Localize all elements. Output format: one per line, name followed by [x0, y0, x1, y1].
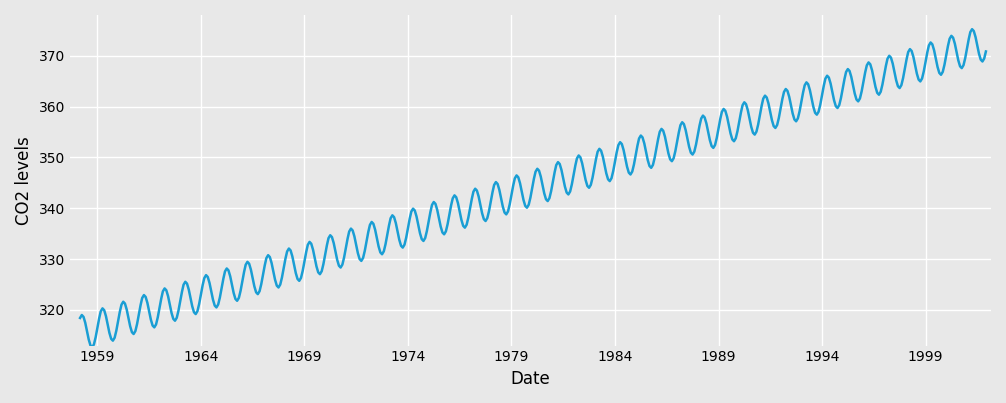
X-axis label: Date: Date [510, 370, 550, 388]
Y-axis label: CO2 levels: CO2 levels [15, 136, 33, 224]
